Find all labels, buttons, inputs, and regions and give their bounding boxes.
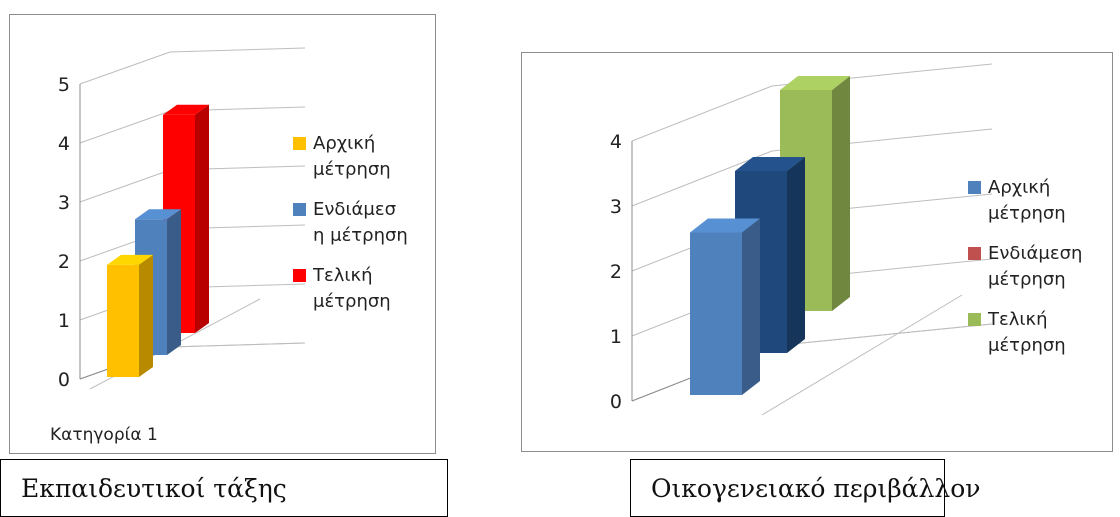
chart-2-legend: Αρχική μέτρηση Ενδιάμεση μέτρηση Τελική … <box>968 175 1082 373</box>
chart-2-bar-1-top <box>690 218 760 233</box>
chart-2-legend-swatch-3 <box>968 313 981 326</box>
caption-box-2: Οικογενειακό περιβάλλον <box>630 459 980 517</box>
chart-1-legend-swatch-1 <box>293 137 306 150</box>
chart-1-plot: 0 1 2 3 4 5 Κατηγορία 1 <box>50 47 306 445</box>
chart-1-bar-2-side <box>167 209 181 355</box>
chart-1-legend-swatch-3 <box>293 269 306 282</box>
chart-1-legend-item-2: Ενδιάμεσ η μέτρηση <box>293 197 408 249</box>
chart-2-legend-swatch-1 <box>968 181 981 194</box>
chart-1-bar-3-top <box>163 104 209 115</box>
chart-2-bar-3-top <box>780 76 850 90</box>
chart-2-legend-swatch-2 <box>968 247 981 260</box>
chart-2-bar-1-side <box>742 218 760 395</box>
chart-2-floor-edge-back <box>771 323 993 347</box>
chart-1-grid-side-4 <box>79 110 171 144</box>
chart-1-floor-edge-back <box>169 342 306 348</box>
chart-2-bar-1 <box>690 218 760 395</box>
chart-1-legend-label-1b: μέτρηση <box>313 159 391 180</box>
chart-2-legend-item-3: Τελική μέτρηση <box>968 307 1082 359</box>
chart-1-legend-item-1: Αρχική μέτρηση <box>293 131 408 183</box>
chart-1-legend: Αρχική μέτρηση Ενδιάμεσ η μέτρηση Τελική… <box>293 131 408 329</box>
chart-1-y-tick-3: 3 <box>58 192 70 214</box>
chart-1-legend-label-2a: Ενδιάμεσ <box>313 199 396 220</box>
caption-2: Οικογενειακό περιβάλλον <box>651 474 981 503</box>
chart-2-bar-2-top <box>735 157 805 171</box>
chart-2-y-tick-2: 2 <box>610 261 622 283</box>
chart-2-y-tick-0: 0 <box>610 391 622 413</box>
chart-1-y-tick-2: 2 <box>58 251 70 273</box>
chart-2-legend-label-2b: μέτρηση <box>988 269 1066 290</box>
chart-2-y-tick-3: 3 <box>610 196 622 218</box>
chart-1-y-tick-5: 5 <box>58 74 70 96</box>
chart-2-legend-label-1b: μέτρηση <box>988 203 1066 224</box>
chart-1-bar-1-front <box>107 264 139 377</box>
chart-1-legend-item-3: Τελική μέτρηση <box>293 263 408 315</box>
chart-1-y-tick-0: 0 <box>58 369 70 391</box>
chart-2-bar-1-front <box>690 232 742 395</box>
chart-1-bar-1-top <box>107 254 153 265</box>
chart-2-grid-side-4 <box>631 85 773 142</box>
chart-2: 0 1 2 3 4 Αρχική μέτρηση Ενδιάμεση μέτρηση Τ… <box>521 52 1113 452</box>
chart-2-legend-label-3b: μέτρηση <box>988 335 1066 356</box>
chart-1-bar-1 <box>107 254 153 377</box>
caption-1: Εκπαιδευτικοί τάξης <box>21 474 287 503</box>
chart-1-y-tick-4: 4 <box>58 133 70 155</box>
chart-2-floor-edge-front <box>761 294 963 416</box>
chart-2-bar-3-side <box>832 76 850 311</box>
chart-2-plot: 0 1 2 3 4 <box>610 63 993 416</box>
chart-2-y-tick-1: 1 <box>610 326 622 348</box>
chart-1: 0 1 2 3 4 5 Κατηγορία 1 Αρχική μέτρηση Ενδιάμε… <box>9 14 436 454</box>
chart-2-grid-side-3 <box>631 150 773 207</box>
chart-1-bar-1-side <box>139 254 153 377</box>
chart-1-grid-side-3 <box>79 169 171 203</box>
chart-2-legend-label-1a: Αρχική <box>988 177 1051 198</box>
chart-2-legend-item-1: Αρχική μέτρηση <box>968 175 1082 227</box>
chart-1-legend-label-1a: Αρχική <box>313 133 376 154</box>
chart-1-grid-side-5 <box>79 51 171 85</box>
caption-box-1: Εκπαιδευτικοί τάξης <box>0 459 448 517</box>
chart-2-bar-2-side <box>787 157 805 353</box>
chart-2-legend-item-2: Ενδιάμεση μέτρηση <box>968 241 1082 293</box>
chart-1-grid-back-5 <box>169 47 306 53</box>
chart-1-x-tick-1: Κατηγορία 1 <box>50 425 158 445</box>
chart-1-y-tick-1: 1 <box>58 310 70 332</box>
chart-2-legend-label-3a: Τελική <box>988 309 1048 330</box>
chart-1-legend-label-3b: μέτρηση <box>313 291 391 312</box>
chart-2-legend-label-2a: Ενδιάμεση <box>988 243 1083 264</box>
chart-1-bar-2-top <box>135 209 181 220</box>
chart-1-legend-label-3a: Τελική <box>313 265 373 286</box>
chart-2-y-tick-4: 4 <box>610 131 622 153</box>
chart-1-bar-3-side <box>195 104 209 333</box>
chart-1-legend-swatch-2 <box>293 203 306 216</box>
chart-1-legend-label-2b: η μέτρηση <box>313 225 408 246</box>
